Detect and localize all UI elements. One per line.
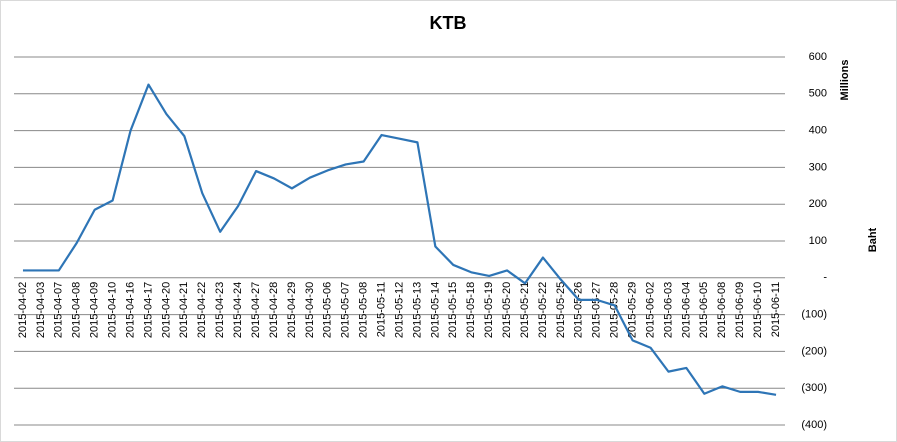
x-tick-label: 2015-04-17 (142, 282, 154, 338)
x-tick-label: 2015-05-15 (447, 282, 459, 338)
x-tick-label: 2015-05-29 (626, 282, 638, 338)
x-tick-label: 2015-05-06 (322, 282, 334, 338)
x-tick-label: 2015-04-28 (268, 282, 280, 338)
x-tick-label: 2015-05-26 (573, 282, 585, 338)
x-tick-label: 2015-06-10 (752, 282, 764, 338)
x-tick-label: 2015-05-20 (501, 282, 513, 338)
x-tick-label: 2015-04-10 (107, 282, 119, 338)
y-tick-label: - (823, 272, 827, 284)
x-tick-label: 2015-04-20 (160, 282, 172, 338)
x-tick-label: 2015-04-02 (17, 282, 29, 338)
x-tick-label: 2015-05-07 (340, 282, 352, 338)
x-tick-label: 2015-06-02 (644, 282, 656, 338)
x-tick-label: 2015-06-05 (698, 282, 710, 338)
y-tick-label: (100) (801, 309, 827, 321)
x-tick-label: 2015-05-11 (375, 282, 387, 337)
x-tick-label: 2015-05-22 (537, 282, 549, 338)
x-tick-label: 2015-04-08 (71, 282, 83, 338)
y-tick-label: 500 (809, 88, 827, 100)
data-line (22, 83, 777, 396)
x-tick-label: 2015-05-12 (393, 282, 405, 338)
x-tick-label: 2015-05-27 (591, 282, 603, 338)
y-tick-label: 300 (809, 161, 827, 173)
x-tick-label: 2015-06-09 (734, 282, 746, 338)
x-tick-label: 2015-05-13 (411, 282, 423, 338)
x-tick-label: 2015-04-29 (286, 282, 298, 338)
x-tick-label: 2015-04-21 (178, 282, 190, 338)
x-tick-label: 2015-04-07 (53, 282, 65, 338)
x-tick-label: 2015-05-25 (555, 282, 567, 338)
y-tick-label: 600 (809, 51, 827, 63)
x-tick-label: 2015-04-22 (196, 282, 208, 338)
y-unit-label: Millions (839, 60, 851, 101)
y-axis-label: Baht (867, 227, 879, 252)
x-tick-label: 2015-05-28 (609, 282, 621, 338)
x-tick-label: 2015-04-30 (304, 282, 316, 338)
x-tick-label: 2015-04-24 (232, 282, 244, 338)
x-tick-label: 2015-05-18 (465, 282, 477, 338)
x-tick-label: 2015-05-14 (429, 282, 441, 338)
x-tick-label: 2015-04-23 (214, 282, 226, 338)
y-tick-label: (200) (801, 345, 827, 357)
x-tick-label: 2015-05-21 (519, 282, 531, 338)
y-tick-label: (400) (801, 419, 827, 431)
x-tick-label: 2015-06-04 (680, 282, 692, 338)
x-tick-label: 2015-05-19 (483, 282, 495, 338)
y-tick-label: (300) (801, 382, 827, 394)
y-tick-label: 100 (809, 235, 827, 247)
x-tick-label: 2015-06-03 (662, 282, 674, 338)
x-tick-label: 2015-04-09 (89, 282, 101, 338)
x-tick-label: 2015-04-03 (35, 282, 47, 338)
y-tick-label: 400 (809, 125, 827, 137)
y-tick-label: 200 (809, 198, 827, 210)
x-tick-label: 2015-06-08 (716, 282, 728, 338)
x-tick-label: 2015-04-16 (124, 282, 136, 338)
x-tick-label: 2015-06-11 (770, 282, 782, 337)
x-tick-label: 2015-04-27 (250, 282, 262, 338)
x-tick-label: 2015-05-08 (358, 282, 370, 338)
chart-title: KTB (430, 13, 467, 33)
